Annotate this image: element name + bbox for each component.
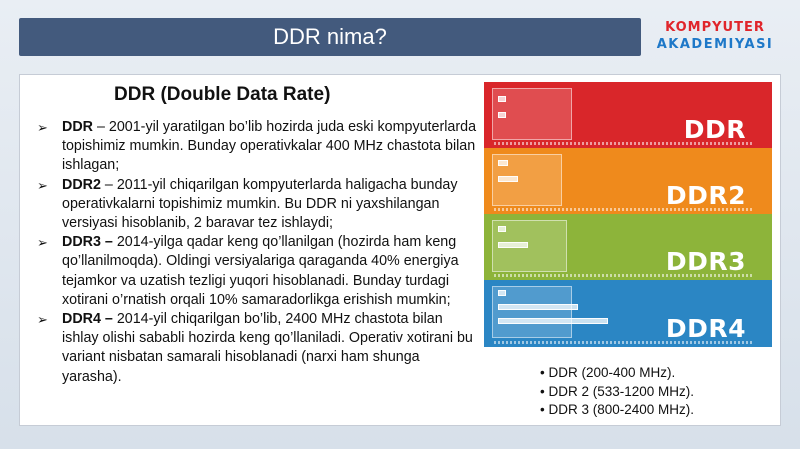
chip-icon <box>498 112 506 118</box>
bullet-term: DDR2 <box>62 176 101 193</box>
bullet-text: 2014-yilga qadar keng qo’llanilgan (hozi… <box>62 234 459 308</box>
chip-icon <box>498 304 578 310</box>
pins-decoration <box>494 341 754 344</box>
module-highlight <box>492 286 572 338</box>
bullet-term: DDR4 – <box>62 311 113 328</box>
logo-line-1: KOMPYUTER <box>665 20 765 35</box>
band-label: DDR4 <box>665 314 746 343</box>
bullet-term: DDR <box>62 119 93 135</box>
ram-comparison-image: DDR DDR2 DDR3 DDR4 <box>484 82 772 347</box>
logo-line-2: AKADEMIYASI <box>656 37 774 52</box>
arrow-bullet-icon: ➢ <box>37 120 48 135</box>
bullet-item-ddr3: ➢ DDR3 – 2014-yilga qadar keng qo’llanil… <box>37 233 482 310</box>
band-label: DDR <box>683 115 746 144</box>
band-label: DDR2 <box>665 181 746 210</box>
chip-icon <box>498 160 508 166</box>
chip-icon <box>498 96 506 102</box>
ram-band-ddr4: DDR4 <box>484 280 772 347</box>
frequency-item: • DDR 2 (533-1200 MHz). <box>540 383 695 399</box>
ram-band-ddr3: DDR3 <box>484 214 772 280</box>
chip-icon <box>498 226 506 232</box>
band-label: DDR3 <box>665 247 746 276</box>
bullet-term: DDR3 – <box>62 234 113 251</box>
ram-band-ddr: DDR <box>484 82 772 148</box>
pins-decoration <box>494 274 754 277</box>
frequency-item: • DDR (200-400 MHz). <box>540 365 676 380</box>
bullet-text: – 2011-yil chiqarilgan kompyuterlarda ha… <box>62 176 458 232</box>
slide-title: DDR nima? <box>19 18 641 56</box>
ram-band-ddr2: DDR2 <box>484 148 772 214</box>
frequency-list: • DDR (200-400 MHz). • DDR 2 (533-1200 M… <box>540 364 694 420</box>
pins-decoration <box>494 208 754 211</box>
bullet-item-ddr: ➢ DDR – 2001-yil yaratilgan bo’lib hozir… <box>37 118 482 176</box>
frequency-item: • DDR 3 (800-2400 MHz). <box>540 402 695 417</box>
arrow-bullet-icon: ➢ <box>37 312 48 328</box>
chip-icon <box>498 290 506 296</box>
chip-icon <box>498 242 528 248</box>
bullet-item-ddr2: ➢ DDR2 – 2011-yil chiqarilgan kompyuterl… <box>37 176 482 234</box>
chip-icon <box>498 176 518 182</box>
bullet-text: – 2001-yil yaratilgan bo’lib hozirda jud… <box>62 119 477 174</box>
bullet-text: 2014-yil chiqarilgan bo’lib, 2400 MHz ch… <box>62 311 473 385</box>
bullet-list: ➢ DDR – 2001-yil yaratilgan bo’lib hozir… <box>37 118 482 387</box>
chip-icon <box>498 318 608 324</box>
arrow-bullet-icon: ➢ <box>37 177 48 193</box>
bullet-item-ddr4: ➢ DDR4 – 2014-yil chiqarilgan bo’lib, 24… <box>37 310 482 387</box>
arrow-bullet-icon: ➢ <box>37 235 48 251</box>
pins-decoration <box>494 142 754 145</box>
slide-heading: DDR (Double Data Rate) <box>114 84 331 105</box>
brand-logo: KOMPYUTER AKADEMIYASI <box>655 20 775 56</box>
